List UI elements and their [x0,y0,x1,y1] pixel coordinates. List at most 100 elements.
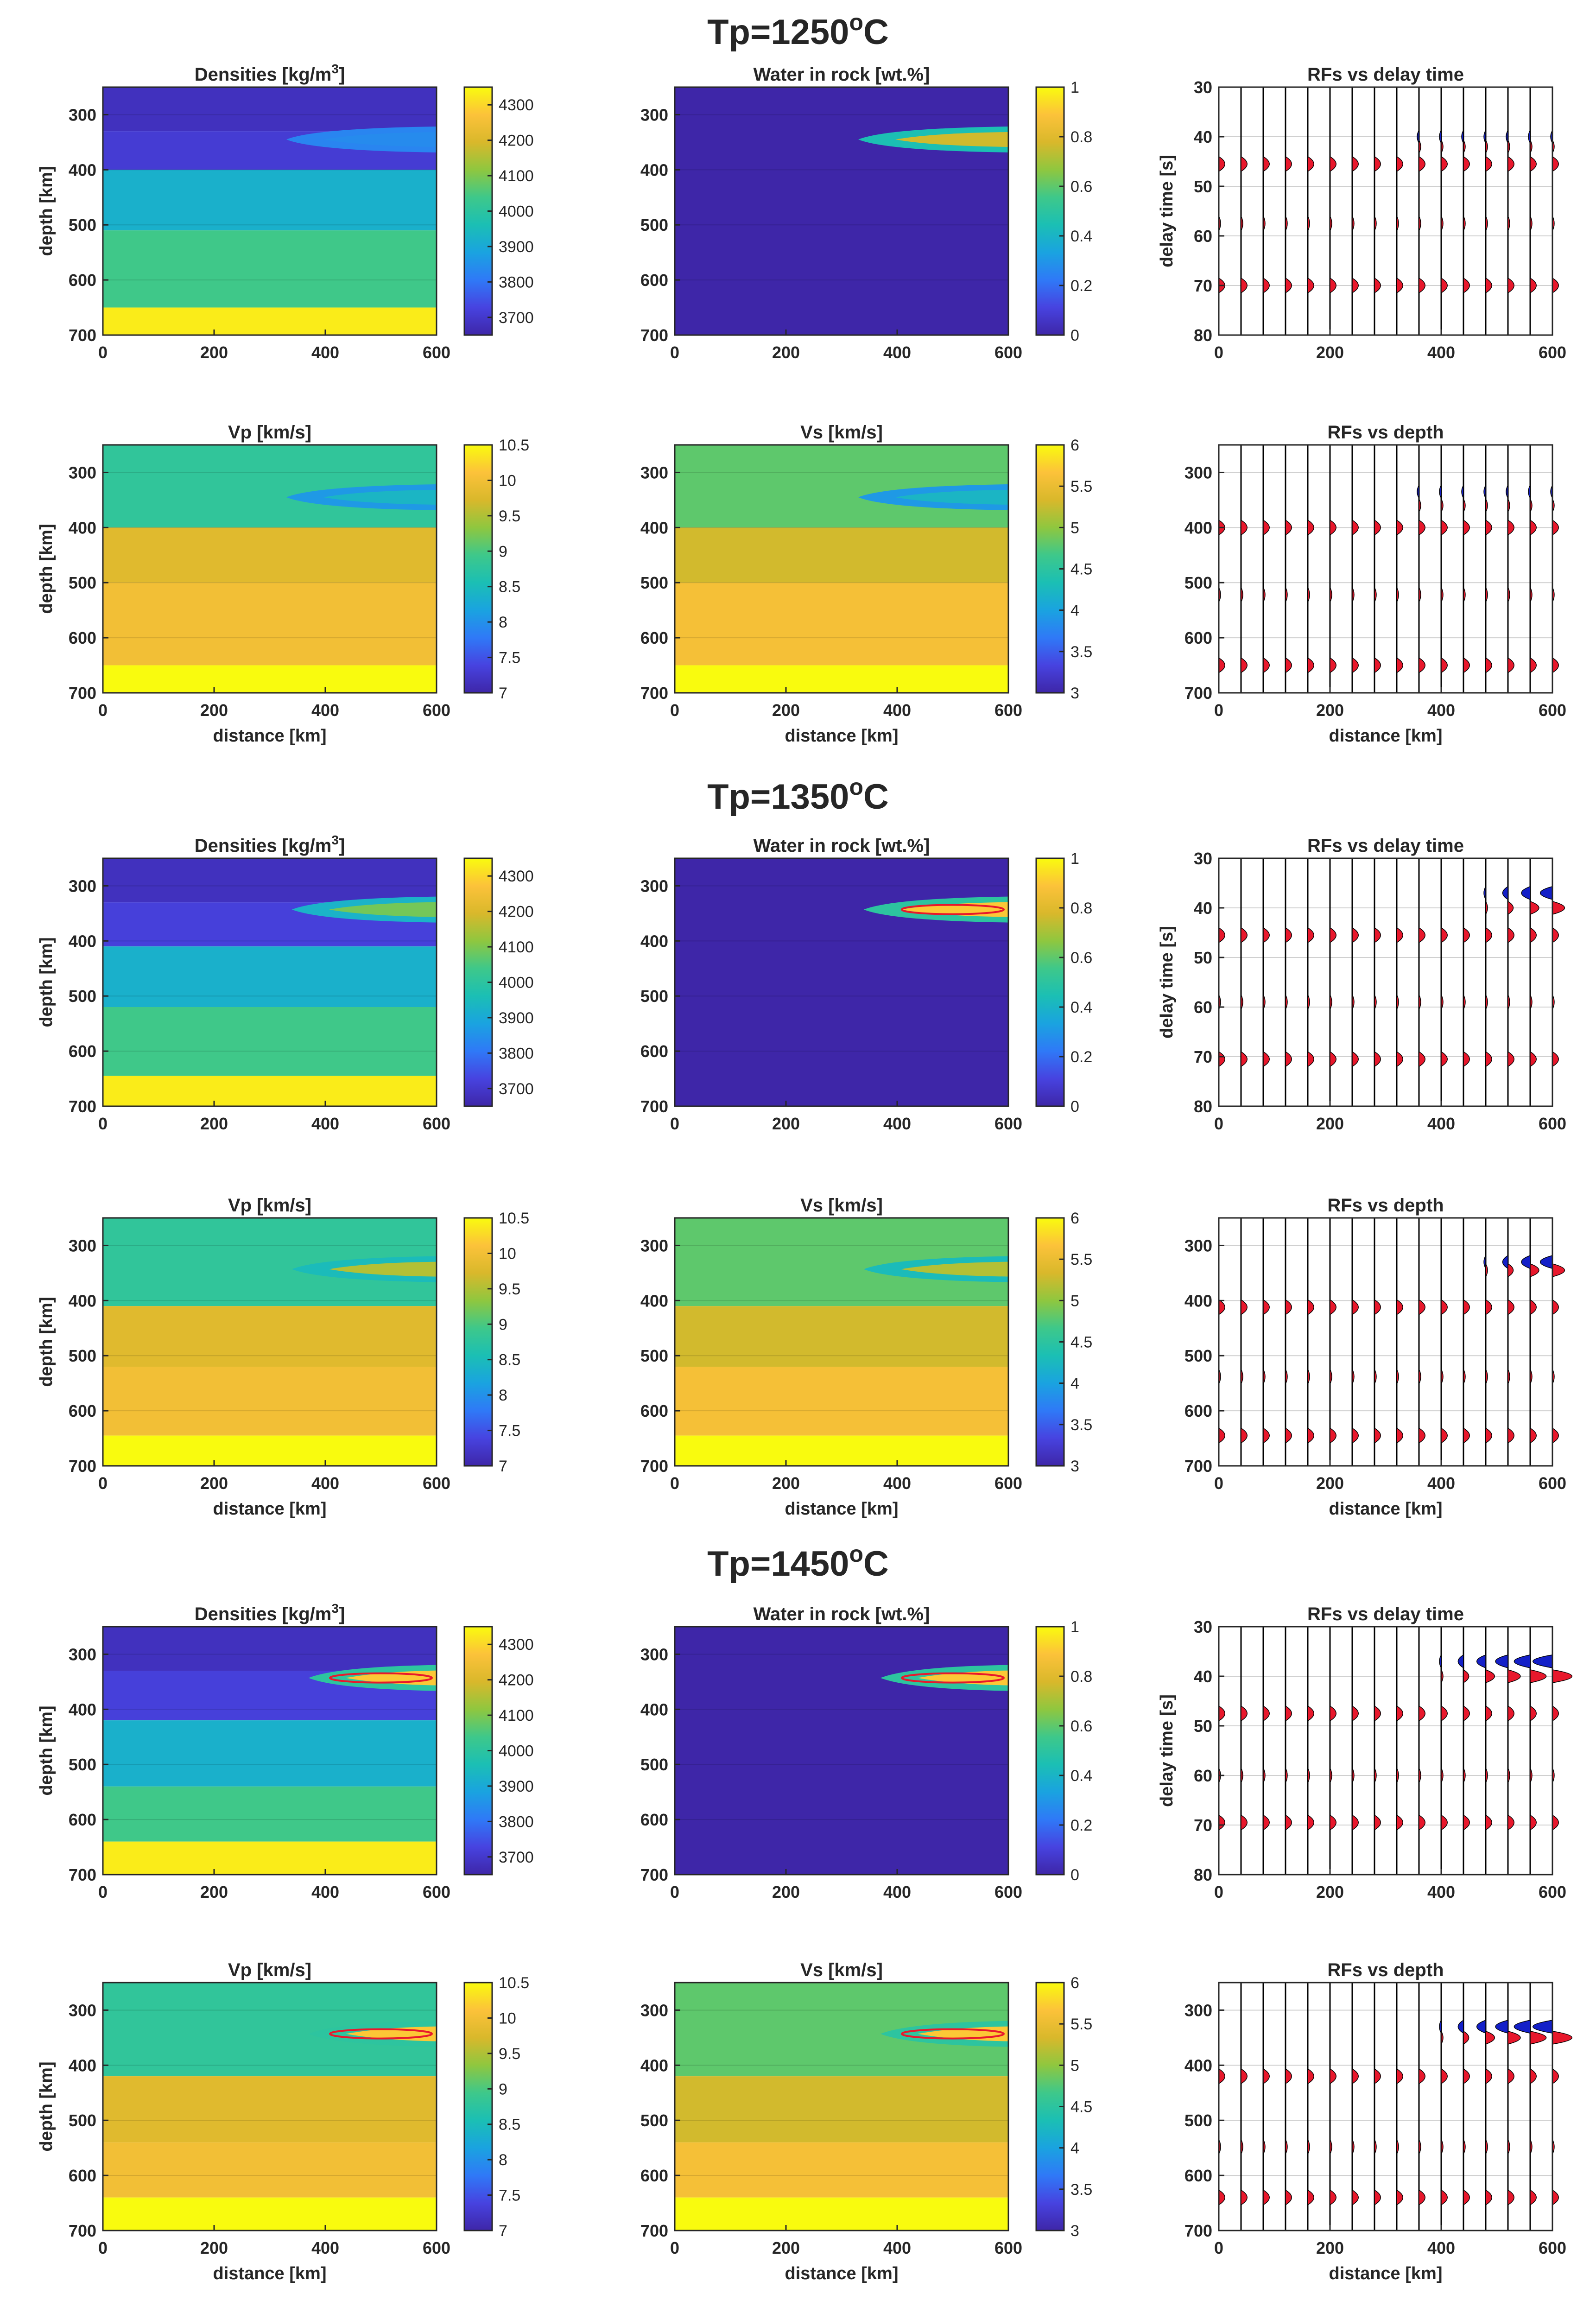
y-tick-label: 500 [69,987,96,1006]
colorbar-tick-label: 4100 [499,1707,534,1724]
y-tick-label: 400 [640,932,668,951]
x-tick-label: 200 [772,343,800,362]
x-tick-label: 600 [1539,1474,1566,1493]
rf-trough [1539,1255,1553,1269]
rf-water-peak [1441,2030,1444,2046]
rf-peak [1396,927,1403,944]
y-tick-label: 60 [1194,1766,1212,1785]
vp-ylabel: depth [km] [37,2061,56,2151]
rf-depth-panel [1218,1983,1572,2231]
rf-peak [1285,215,1288,231]
rf-water-peak [1530,1669,1547,1683]
vs-title: Vs [km/s] [800,422,883,443]
rf-peak [1241,657,1248,673]
rf-peak [1241,1369,1243,1384]
x-tick-label: 400 [883,701,911,720]
rf-peak [1307,1051,1314,1067]
rf-peak [1241,1768,1243,1783]
rf-peak [1352,587,1355,602]
rf-peak [1307,156,1314,172]
y-tick-label: 300 [69,876,96,895]
rf-water-peak [1463,1669,1469,1684]
rf-peak [1530,1051,1537,1067]
y-tick-label: 700 [69,2221,96,2240]
rf-peak [1507,519,1514,536]
y-tick-label: 30 [1194,78,1212,97]
y-tick-label: 700 [69,1097,96,1116]
colorbar-tick-label: 8.5 [499,578,520,596]
y-tick-label: 600 [69,1042,96,1061]
rf-peak [1352,215,1355,231]
rf-peak [1530,215,1533,231]
vp-colorbar [463,444,493,694]
colorbar-tick-label: 0.4 [1070,1767,1092,1785]
density-title-main: Densities [kg/m [195,836,332,856]
rf-peak [1507,1705,1514,1722]
rf-peak [1441,2068,1448,2085]
rf-peak [1441,1705,1448,1722]
vs-axes [674,1982,1009,2231]
colorbar-tick-label: 9 [499,2080,507,2098]
rf-water-peak [1485,2030,1495,2045]
colorbar-tick-label: 4300 [499,96,534,114]
layer [103,1786,437,1842]
rf-peak [1552,277,1559,294]
vp-title: Vp [km/s] [228,1195,311,1216]
water-anomaly-core [329,902,437,917]
rf-peak [1485,927,1492,944]
y-tick-label: 700 [69,1865,96,1884]
rf-peak [1374,587,1377,602]
rf-peak [1396,2068,1403,2085]
colorbar-tick-label: 3800 [499,1813,534,1831]
water-anomaly-core [901,1261,1008,1277]
y-tick-label: 400 [69,518,96,537]
density-axes [102,1626,437,1876]
rf-time-panel-frame [1218,857,1553,1107]
rf-peak [1396,1427,1403,1444]
vs-title: Vs [km/s] [800,1195,883,1216]
water-anomaly-contour [329,2028,433,2040]
rf-time-ylabel: delay time [s] [1157,926,1177,1039]
rf-peak [1330,1369,1332,1384]
tp-title-sup: o [849,9,863,35]
colorbar-tick-label: 0 [1070,327,1079,344]
rf-water-peak [1441,497,1444,513]
rf-peak [1419,277,1425,294]
density-axes [102,857,437,1107]
colorbar-tick-label: 8 [499,1387,507,1404]
colorbar-tick-label: 5.5 [1070,478,1092,495]
rf-peak [1507,215,1510,231]
rf-depth-title: RFs vs depth [1327,422,1444,443]
density-title-sup: 3 [331,1601,339,1616]
colorbar-tick-label: 4300 [499,868,534,885]
y-tick-label: 600 [1184,1401,1212,1420]
y-tick-label: 700 [640,684,668,703]
colorbar-tick-label: 4000 [499,1743,534,1760]
rf-water-peak [1530,900,1539,915]
water-anomaly-contour [901,1672,1005,1684]
rf-water-peak [1552,1263,1565,1277]
rf-peak [1285,994,1288,1010]
rf-peak [1352,1768,1355,1783]
colorbar-tick-label: 1 [1070,1618,1079,1636]
x-tick-label: 0 [670,2238,679,2257]
rf-peak [1530,657,1537,673]
rf-peak [1530,1427,1537,1444]
rf-water-peak [1463,497,1466,513]
rf-peak [1241,277,1248,294]
x-tick-label: 600 [423,701,450,720]
density-title-sup: 3 [331,833,339,847]
rf-peak [1507,1427,1514,1444]
y-tick-label: 300 [640,1236,668,1255]
rf-peak [1507,1369,1510,1384]
rf-peak [1419,2189,1425,2206]
layer [103,230,437,308]
colorbar-tick-label: 0 [1070,1098,1079,1115]
rf-water-peak [1507,497,1510,513]
rf-peak [1463,2189,1470,2206]
rf-peak [1374,1051,1381,1067]
rf-peak [1330,2068,1336,2085]
y-tick-label: 40 [1194,127,1212,146]
rf-peak [1507,1814,1514,1831]
